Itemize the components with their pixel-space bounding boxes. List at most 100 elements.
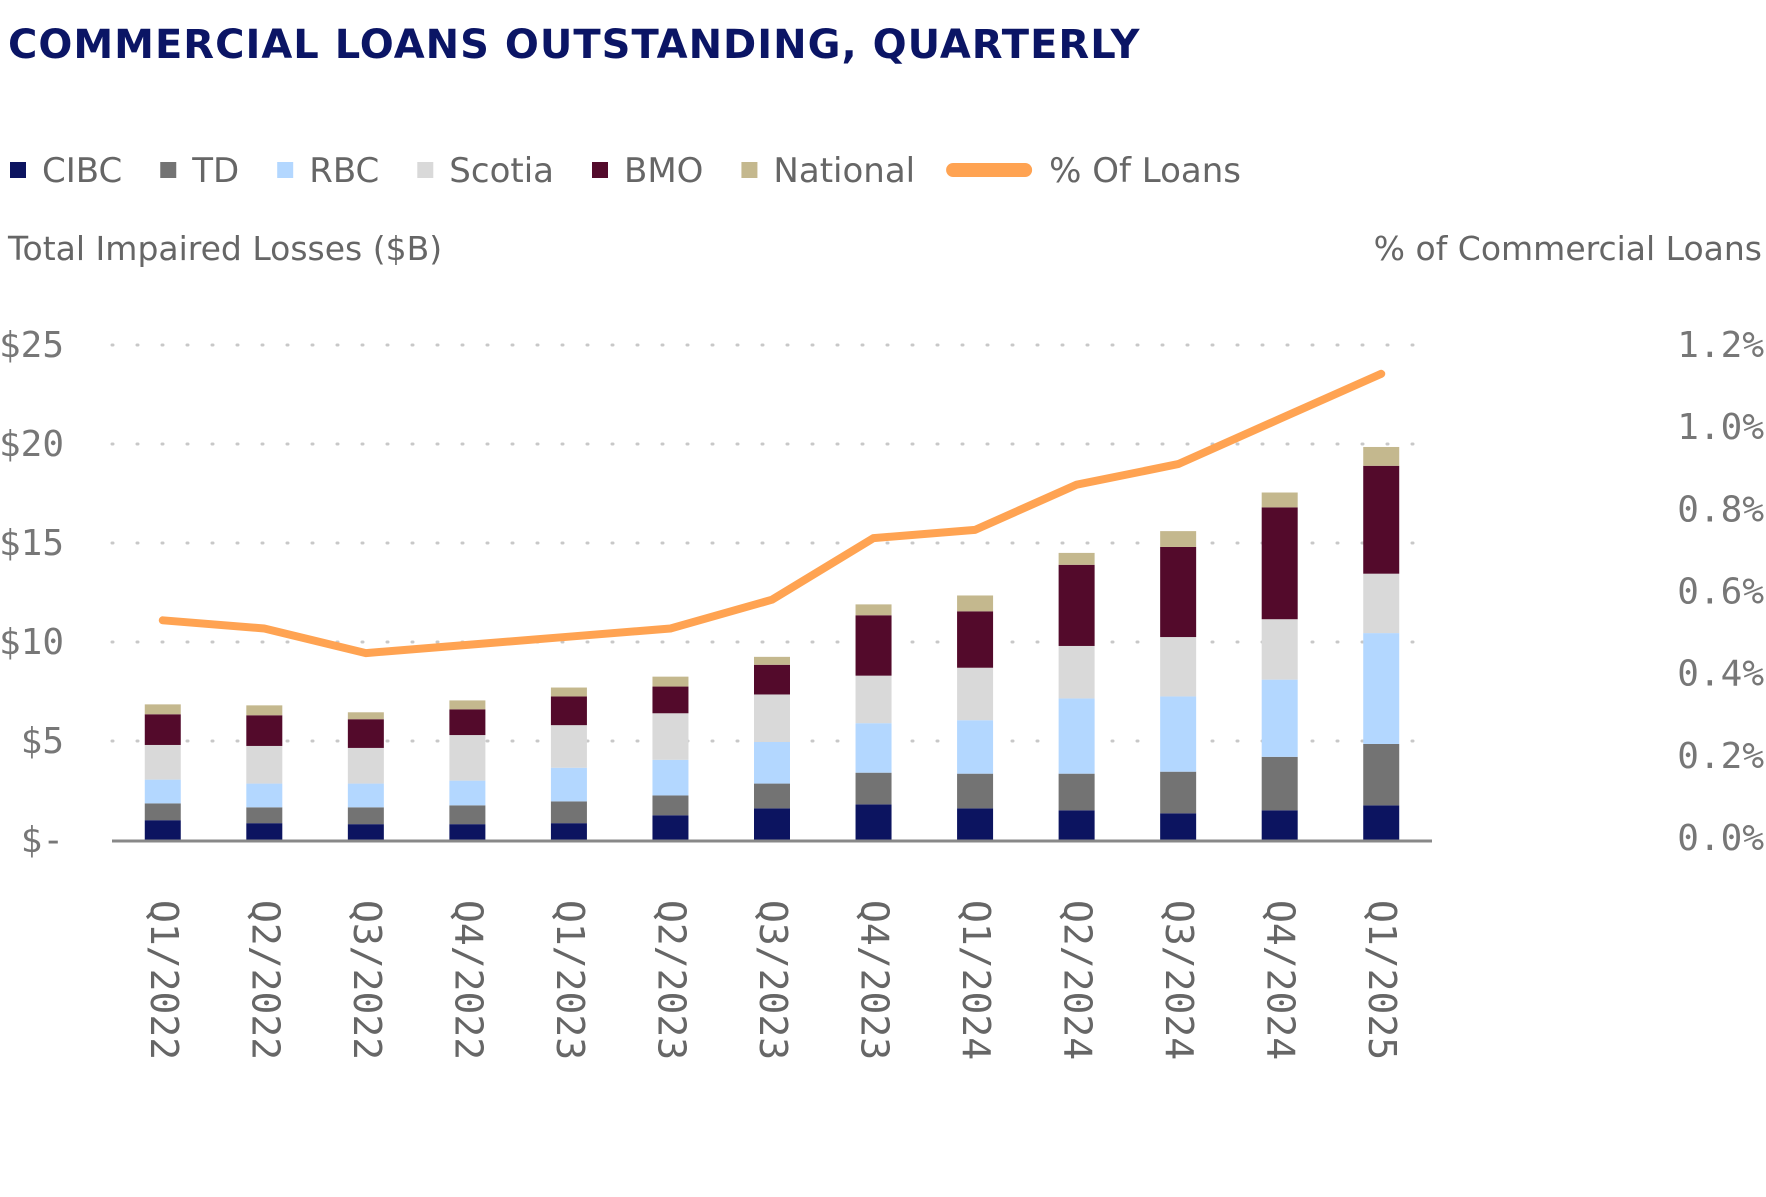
bar-stack-q3-2023	[754, 656, 790, 840]
bar-scotia-q4-2022	[449, 735, 486, 781]
x-tick-label-q1-2024: Q1/2024	[954, 900, 998, 1060]
bar-cibc-q3-2024	[1160, 813, 1197, 840]
bar-rbc-q1-2024	[957, 720, 994, 774]
bar-cibc-q1-2023	[550, 823, 587, 840]
bar-scotia-q1-2023	[550, 725, 587, 768]
x-tick-label-q4-2023: Q4/2023	[853, 900, 897, 1060]
y2-axis-title: % of Commercial Loans	[1374, 229, 1762, 268]
bar-cibc-q2-2023	[652, 815, 689, 840]
legend-scotia-label: Scotia	[449, 151, 554, 191]
bar-bmo-q1-2022	[144, 714, 181, 745]
bars	[144, 446, 1400, 840]
bar-national-q1-2025	[1363, 446, 1400, 466]
bar-td-q2-2023	[652, 795, 689, 816]
bar-scotia-q1-2022	[144, 744, 181, 780]
bar-scotia-q1-2024	[957, 667, 994, 721]
x-tick-label-q1-2025: Q1/2025	[1360, 900, 1404, 1060]
bar-bmo-q4-2022	[449, 709, 486, 736]
bar-scotia-q3-2024	[1160, 637, 1197, 697]
bar-cibc-q3-2023	[754, 808, 790, 840]
bar-td-q2-2022	[246, 807, 283, 824]
legend-national: National	[741, 151, 915, 191]
bar-bmo-q4-2023	[855, 615, 892, 676]
bar-rbc-q2-2024	[1058, 698, 1095, 774]
bar-scotia-q3-2023	[754, 694, 790, 742]
y-tick-label-20: $20	[0, 424, 64, 465]
bar-scotia-q2-2023	[652, 713, 689, 760]
bar-rbc-q4-2022	[449, 780, 486, 806]
bar-bmo-q3-2024	[1160, 546, 1197, 638]
gridlines	[110, 343, 1434, 743]
legend-rbc-swatch	[277, 162, 294, 178]
legend-bmo-label: BMO	[624, 151, 703, 191]
bar-national-q3-2023	[754, 656, 790, 665]
bar-bmo-q4-2024	[1261, 507, 1298, 620]
legend-national-label: National	[773, 151, 915, 191]
bar-rbc-q1-2023	[550, 767, 587, 802]
bar-cibc-q2-2024	[1058, 810, 1095, 840]
bar-stack-q2-2022	[246, 705, 283, 840]
legend-cibc-swatch	[10, 162, 26, 178]
legend-of-loans: % Of Loans	[946, 151, 1241, 191]
bar-bmo-q3-2023	[754, 664, 790, 695]
bar-bmo-q2-2023	[652, 686, 689, 714]
bar-rbc-q3-2024	[1160, 696, 1197, 772]
bar-td-q3-2022	[347, 807, 384, 825]
bar-td-q4-2024	[1261, 756, 1298, 811]
y2-tick-label-0-6: 0.6%	[1677, 572, 1764, 613]
legend-bmo: BMO	[592, 151, 703, 191]
legend-rbc-label: RBC	[309, 151, 379, 191]
bar-cibc-q4-2023	[855, 804, 892, 840]
y-axis-title: Total Impaired Losses ($B)	[7, 229, 442, 268]
bar-national-q1-2023	[550, 687, 587, 697]
y2-tick-label-0-8: 0.8%	[1677, 489, 1764, 530]
bar-bmo-q2-2024	[1058, 564, 1095, 646]
x-tick-label-q3-2022: Q3/2022	[345, 900, 389, 1060]
bar-stack-q4-2023	[855, 604, 892, 840]
bar-scotia-q1-2025	[1363, 573, 1400, 634]
bar-td-q3-2024	[1160, 771, 1197, 814]
x-tick-label-q1-2023: Q1/2023	[548, 900, 592, 1060]
bar-bmo-q1-2023	[550, 696, 587, 726]
bar-scotia-q3-2022	[347, 747, 384, 784]
bar-cibc-q4-2024	[1261, 810, 1298, 840]
bar-scotia-q4-2023	[855, 675, 892, 724]
y-tick-label-15: $15	[0, 523, 64, 564]
bar-scotia-q4-2024	[1261, 619, 1298, 680]
bar-national-q4-2024	[1261, 492, 1298, 508]
y2-tick-label-1: 1.0%	[1677, 407, 1764, 448]
legend-rbc: RBC	[277, 151, 379, 191]
bar-td-q3-2023	[754, 783, 790, 809]
bar-national-q2-2023	[652, 676, 689, 687]
percent-line-layer	[158, 369, 1386, 658]
bar-scotia-q2-2024	[1058, 645, 1095, 699]
bar-national-q4-2023	[855, 604, 892, 616]
chart-title: COMMERCIAL LOANS OUTSTANDING, QUARTERLY	[8, 22, 1140, 68]
bar-stack-q1-2025	[1363, 446, 1400, 840]
x-tick-label-q2-2023: Q2/2023	[649, 900, 693, 1060]
bar-cibc-q1-2025	[1363, 805, 1400, 840]
bar-td-q1-2022	[144, 803, 181, 821]
bar-stack-q4-2024	[1261, 492, 1298, 840]
legend-of-loans-label: % Of Loans	[1049, 151, 1241, 191]
legend-cibc: CIBC	[10, 151, 122, 191]
bar-national-q3-2024	[1160, 531, 1197, 547]
bar-cibc-q1-2024	[957, 808, 994, 840]
bar-rbc-q1-2022	[144, 779, 181, 804]
x-tick-label-q2-2022: Q2/2022	[243, 900, 287, 1060]
legend-national-swatch	[741, 162, 758, 178]
y2-tick-label-0: 0.0%	[1677, 818, 1764, 859]
y-tick-label-25: $25	[0, 325, 64, 366]
bar-rbc-q2-2022	[246, 783, 283, 808]
bar-rbc-q4-2024	[1261, 679, 1298, 757]
bar-rbc-q3-2023	[754, 741, 790, 784]
bar-td-q1-2024	[957, 773, 994, 809]
bar-stack-q1-2024	[957, 595, 994, 840]
legend-td-label: TD	[191, 151, 239, 191]
bar-cibc-q4-2022	[449, 824, 486, 840]
bar-td-q2-2024	[1058, 773, 1095, 811]
bar-national-q2-2024	[1058, 552, 1095, 565]
bar-cibc-q2-2022	[246, 823, 283, 840]
y-axis-ticks: $- $5 $10 $15 $20 $25	[0, 325, 64, 861]
